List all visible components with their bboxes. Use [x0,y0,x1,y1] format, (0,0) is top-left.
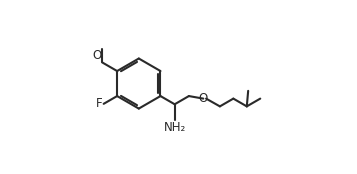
Text: NH₂: NH₂ [164,121,186,134]
Text: O: O [199,92,208,105]
Text: O: O [92,49,101,62]
Text: F: F [96,97,103,110]
